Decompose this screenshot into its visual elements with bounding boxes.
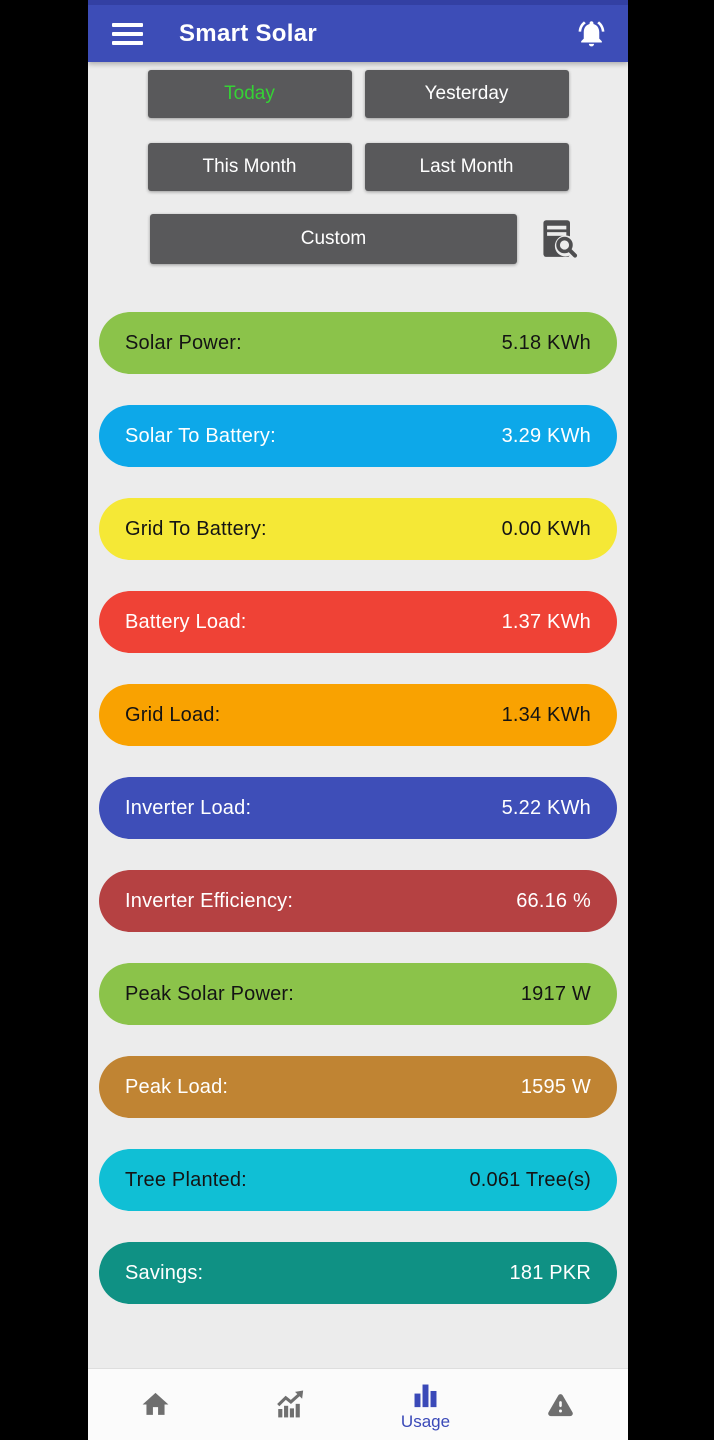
nav-item-usage[interactable]: Usage bbox=[358, 1369, 493, 1440]
filter-button-this-month[interactable]: This Month bbox=[147, 143, 352, 191]
stat-pill-grid-to-battery: Grid To Battery: 0.00 KWh bbox=[99, 498, 617, 560]
stat-pill-solar-to-battery: Solar To Battery: 3.29 KWh bbox=[99, 405, 617, 467]
filter-button-yesterday[interactable]: Yesterday bbox=[364, 70, 569, 118]
bottom-navigation: Usage bbox=[88, 1368, 628, 1440]
report-search-icon[interactable] bbox=[537, 216, 581, 263]
stat-pill-peak-load: Peak Load: 1595 W bbox=[99, 1056, 617, 1118]
filter-button-today[interactable]: Today bbox=[147, 70, 352, 118]
nav-label-usage: Usage bbox=[400, 1411, 451, 1431]
stat-value: 1.34 KWh bbox=[501, 703, 591, 726]
stat-label: Peak Solar Power: bbox=[125, 982, 295, 1005]
filter-row-1: Today Yesterday bbox=[88, 70, 628, 118]
stat-pill-battery-load: Battery Load: 1.37 KWh bbox=[99, 591, 617, 653]
stat-pill-solar-power: Solar Power: 5.18 KWh bbox=[99, 312, 617, 374]
stat-value: 1917 W bbox=[520, 982, 591, 1005]
stat-pill-tree-planted: Tree Planted: 0.061 Tree(s) bbox=[99, 1149, 617, 1211]
nav-item-alerts[interactable] bbox=[493, 1369, 628, 1440]
stat-pill-grid-load: Grid Load: 1.34 KWh bbox=[99, 684, 617, 746]
usage-bars-icon bbox=[414, 1384, 437, 1407]
filter-button-last-month[interactable]: Last Month bbox=[364, 143, 569, 191]
stat-label: Inverter Load: bbox=[125, 796, 252, 819]
trending-chart-icon bbox=[277, 1390, 304, 1418]
stat-value: 5.22 KWh bbox=[501, 796, 591, 819]
stat-value: 0.00 KWh bbox=[501, 517, 591, 540]
stat-pill-inverter-efficiency: Inverter Efficiency: 66.16 % bbox=[99, 870, 617, 932]
stat-label: Battery Load: bbox=[125, 610, 247, 633]
stat-value: 3.29 KWh bbox=[501, 424, 591, 447]
stat-label: Tree Planted: bbox=[125, 1168, 247, 1191]
hamburger-menu-icon[interactable] bbox=[112, 22, 143, 45]
stat-value: 0.061 Tree(s) bbox=[469, 1168, 591, 1191]
stat-pill-savings: Savings: 181 PKR bbox=[99, 1242, 617, 1304]
filter-row-2: This Month Last Month bbox=[88, 143, 628, 191]
stat-value: 181 PKR bbox=[509, 1261, 591, 1284]
stat-label: Grid To Battery: bbox=[125, 517, 267, 540]
nav-item-home[interactable] bbox=[88, 1369, 223, 1440]
stat-label: Solar To Battery: bbox=[125, 424, 276, 447]
nav-item-trends[interactable] bbox=[223, 1369, 358, 1440]
stat-pill-inverter-load: Inverter Load: 5.22 KWh bbox=[99, 777, 617, 839]
filter-row-3: Custom bbox=[88, 214, 628, 264]
stat-label: Grid Load: bbox=[125, 703, 221, 726]
stat-label: Peak Load: bbox=[125, 1075, 229, 1098]
stat-value: 1.37 KWh bbox=[501, 610, 591, 633]
stat-value: 5.18 KWh bbox=[501, 331, 591, 354]
stat-label: Solar Power: bbox=[125, 331, 242, 354]
filter-button-custom[interactable]: Custom bbox=[150, 214, 517, 264]
app-bar: Smart Solar bbox=[88, 0, 628, 62]
stat-pill-peak-solar-power: Peak Solar Power: 1917 W bbox=[99, 963, 617, 1025]
home-icon bbox=[142, 1392, 169, 1415]
stat-label: Savings: bbox=[125, 1261, 204, 1284]
warning-icon bbox=[548, 1394, 573, 1417]
status-bar bbox=[88, 0, 628, 5]
notifications-bell-icon[interactable] bbox=[576, 18, 607, 49]
stat-value: 1595 W bbox=[520, 1075, 591, 1098]
page-title: Smart Solar bbox=[179, 19, 318, 47]
stat-label: Inverter Efficiency: bbox=[125, 889, 294, 912]
stat-value: 66.16 % bbox=[516, 889, 591, 912]
app-screen: Smart Solar Today Yesterday This Month L… bbox=[88, 0, 628, 1440]
